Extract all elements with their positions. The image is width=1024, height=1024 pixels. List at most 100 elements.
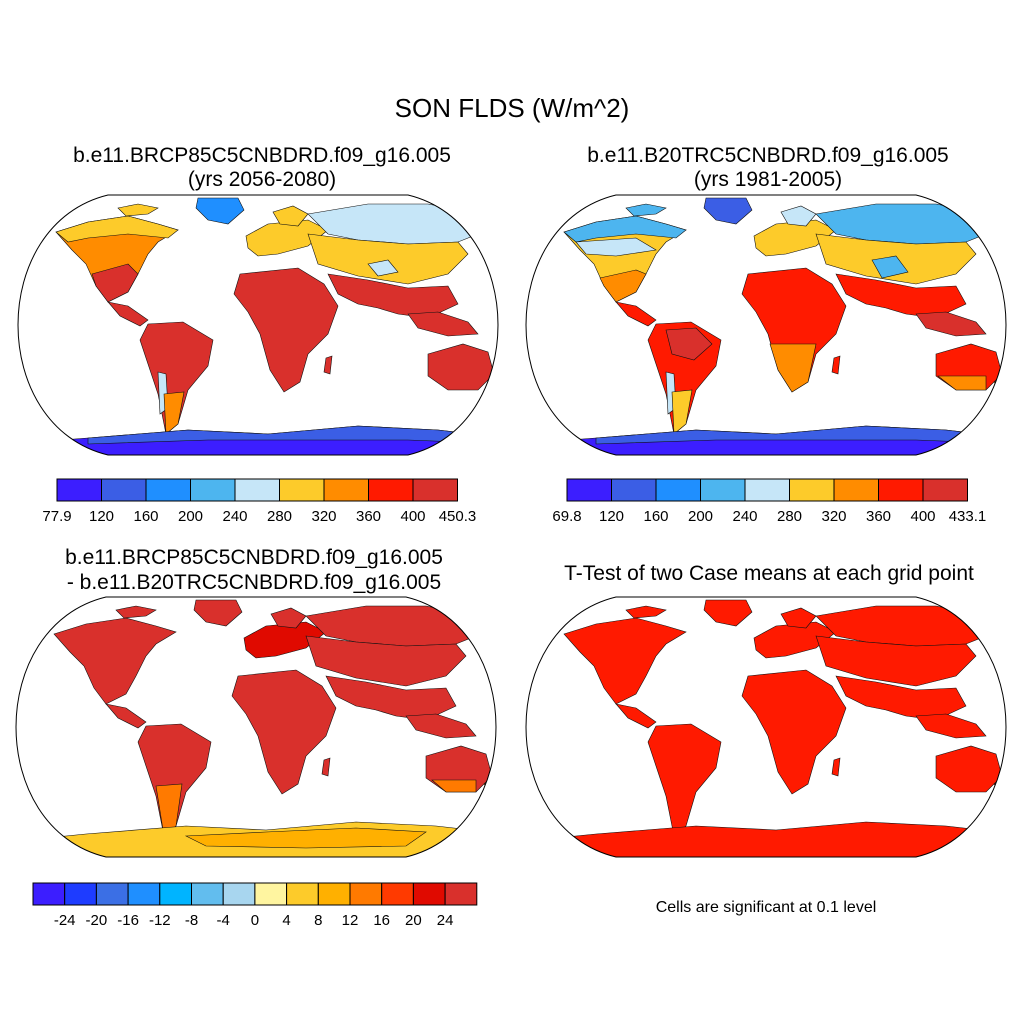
colorbar-label: 360 xyxy=(866,508,891,525)
colorbar-box xyxy=(655,478,701,502)
colorbar-box xyxy=(222,882,256,906)
colorbar-label: 16 xyxy=(373,912,390,929)
greenland xyxy=(195,197,245,225)
colorbar-box xyxy=(101,478,147,502)
colorbar-label: -24 xyxy=(54,912,76,929)
significance-note: Cells are significant at 0.1 level xyxy=(655,899,877,916)
colorbar-label: 120 xyxy=(89,508,114,525)
north-america-north-band xyxy=(563,215,687,243)
africa xyxy=(231,669,337,795)
africa xyxy=(233,267,339,393)
arctic-islands xyxy=(115,605,157,619)
colorbar-box xyxy=(368,478,414,502)
panel2-title-line2: (yrs 1981-2005) xyxy=(693,168,843,191)
colorbar-historical: 69.8 120 160 200 240 280 320 360 400 433.1 xyxy=(552,478,986,525)
asia-middle xyxy=(305,635,467,687)
colorbar-box xyxy=(789,478,835,502)
colorbar-future: 77.9 120 160 200 240 280 320 360 400 450.3 xyxy=(42,478,476,525)
madagascar xyxy=(323,355,333,375)
central-america xyxy=(107,301,149,327)
colorbar-box xyxy=(254,882,288,906)
colorbar-box xyxy=(32,882,66,906)
colorbar-label: 320 xyxy=(821,508,846,525)
map-boundary xyxy=(525,596,1007,858)
africa-south xyxy=(769,343,817,393)
southeast-asia-islands xyxy=(915,713,987,739)
southeast-asia-islands xyxy=(405,713,477,739)
colorbar-label: 8 xyxy=(314,912,322,929)
colorbar-box xyxy=(95,882,129,906)
amazon xyxy=(665,327,713,361)
colorbar-label: 280 xyxy=(777,508,802,525)
north-america-south-band xyxy=(91,263,139,303)
colorbar-box xyxy=(381,882,414,906)
colorbar-box xyxy=(566,478,612,502)
north-america-landmass xyxy=(563,617,687,705)
scandinavia xyxy=(270,607,307,629)
colorbar-box xyxy=(444,882,478,906)
antarctica xyxy=(526,821,1006,857)
colorbar-label: 0 xyxy=(251,912,259,929)
australia-south xyxy=(937,375,987,391)
colorbar-label: 320 xyxy=(311,508,336,525)
colorbar-label: 4 xyxy=(282,912,290,929)
arctic-islands xyxy=(625,605,667,619)
australia xyxy=(935,745,1003,793)
tibet xyxy=(367,259,399,277)
southeast-asia-islands xyxy=(915,311,987,337)
colorbar-box xyxy=(412,478,458,502)
south-america-south xyxy=(155,783,183,837)
north-america-landmass xyxy=(53,617,177,705)
antarctica-interior xyxy=(184,827,427,849)
colorbar-box xyxy=(611,478,657,502)
colorbar-label: 240 xyxy=(732,508,757,525)
colorbar-label: -20 xyxy=(86,912,108,929)
map-panel-future xyxy=(17,194,499,456)
south-america xyxy=(647,723,722,837)
north-america-north-band xyxy=(55,215,179,243)
colorbar-label: 360 xyxy=(356,508,381,525)
colorbar-label: 240 xyxy=(222,508,247,525)
colorbar-label: 12 xyxy=(342,912,359,929)
colorbar-box xyxy=(412,882,446,906)
map-boundary xyxy=(15,596,497,858)
colorbar-label: 200 xyxy=(178,508,203,525)
colorbar-box xyxy=(317,882,351,906)
colorbar-label: -16 xyxy=(117,912,139,929)
greenland xyxy=(703,197,753,225)
map-panel-historical xyxy=(525,194,1007,456)
arctic-islands xyxy=(117,203,159,217)
central-america xyxy=(615,301,657,327)
panel3-title-line1: b.e11.BRCP85C5CNBDRD.f09_g16.005 xyxy=(65,546,443,569)
colorbar-box xyxy=(56,478,102,502)
colorbar-label: -8 xyxy=(185,912,198,929)
south-america-south xyxy=(671,389,693,435)
colorbar-label: 160 xyxy=(133,508,158,525)
colorbar-box xyxy=(922,478,968,502)
central-america xyxy=(105,703,147,729)
colorbar-label: 400 xyxy=(910,508,935,525)
arctic-islands xyxy=(625,203,667,217)
colorbar-box xyxy=(833,478,879,502)
scandinavia xyxy=(272,205,309,227)
colorbar-label: 120 xyxy=(599,508,624,525)
asia-middle xyxy=(307,233,469,285)
colorbar-box xyxy=(191,882,224,906)
colorbar-box xyxy=(64,882,97,906)
map-panel-difference xyxy=(15,596,497,858)
colorbar-box xyxy=(190,478,236,502)
scandinavia xyxy=(780,607,817,629)
colorbar-label: 69.8 xyxy=(552,508,581,525)
colorbar-box xyxy=(234,478,280,502)
colorbar-difference: -24 -20 -16 -12 -8 -4 0 4 8 12 16 20 24 xyxy=(32,882,478,929)
colorbar-label: 160 xyxy=(643,508,668,525)
colorbar-label: -4 xyxy=(217,912,230,929)
antarctica-edge xyxy=(595,425,1006,445)
colorbar-label: -12 xyxy=(149,912,171,929)
north-america-mid-band xyxy=(575,237,657,257)
colorbar-label: 77.9 xyxy=(42,508,71,525)
africa xyxy=(741,669,847,795)
australia xyxy=(427,343,495,391)
tibet xyxy=(871,255,909,279)
north-america-south-band xyxy=(599,269,647,303)
